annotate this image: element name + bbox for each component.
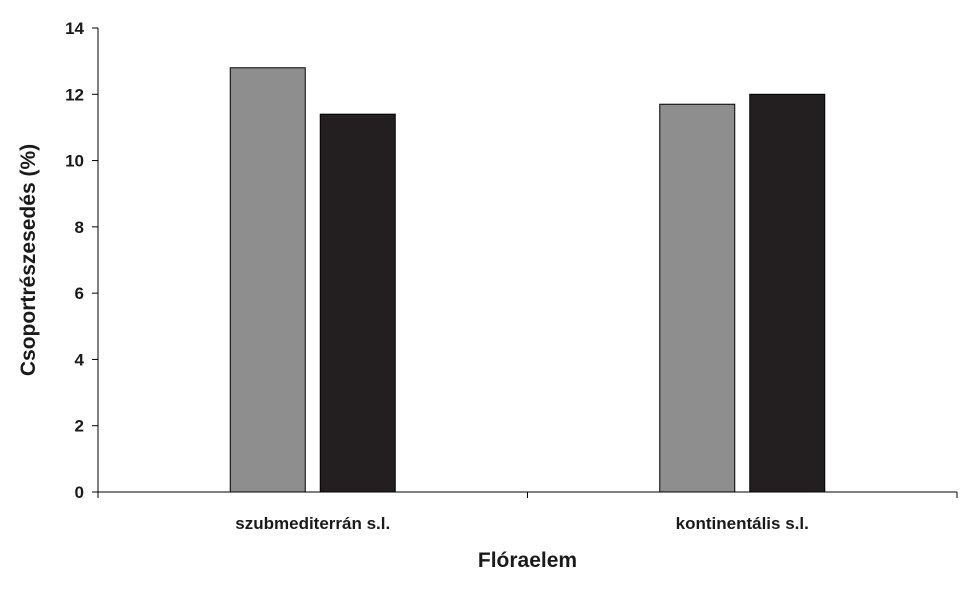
y-tick-label: 8: [75, 218, 84, 237]
bar: [319, 113, 396, 493]
bar: [749, 93, 826, 493]
y-tick-label: 0: [75, 483, 84, 502]
y-tick-label: 14: [65, 19, 84, 38]
y-tick-label: 6: [75, 284, 84, 303]
y-tick-label: 10: [65, 152, 84, 171]
y-tick-label: 12: [65, 85, 84, 104]
x-axis-title: Flóraelem: [478, 549, 577, 572]
y-tick-label: 4: [75, 350, 85, 369]
bar: [229, 67, 306, 493]
y-axis-title: Csoportrészesedés (%): [17, 144, 40, 376]
y-tick-label: 2: [75, 417, 84, 436]
plot-area: 0 2 4 6 8 10 12 14 szubmediterrán s.l. kontinentá…: [65, 19, 958, 533]
x-tick-label: kontinentális s.l.: [676, 514, 809, 533]
x-tick-label: szubmediterrán s.l.: [235, 514, 390, 533]
bar: [659, 103, 736, 493]
